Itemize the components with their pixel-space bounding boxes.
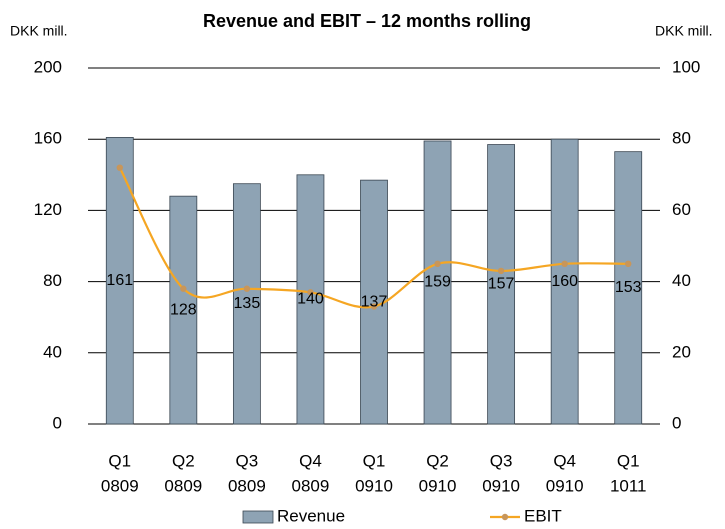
- data-label: 137: [361, 293, 388, 310]
- marker: [307, 289, 314, 296]
- y2-tick-label: 20: [672, 342, 691, 361]
- y-axis-label: DKK mill.: [10, 23, 68, 39]
- bar: [296, 174, 325, 425]
- marker: [180, 285, 187, 292]
- bar: [232, 183, 261, 425]
- marker: [625, 260, 632, 267]
- marker: [116, 164, 123, 171]
- bar: [614, 151, 643, 425]
- x-tick-label: 0809: [292, 476, 330, 495]
- x-tick-label: Q3: [490, 451, 513, 470]
- x-tick-label: 0910: [419, 476, 457, 495]
- x-tick-label: 0910: [482, 476, 520, 495]
- data-label: 140: [297, 291, 324, 308]
- y2-tick-label: 80: [672, 129, 691, 148]
- marker: [243, 285, 251, 292]
- x-tick-label: Q4: [299, 451, 322, 470]
- data-label: 153: [615, 279, 642, 296]
- x-tick-label: Q1: [617, 451, 640, 470]
- legend-swatch: [242, 510, 274, 524]
- chart-title: Revenue and EBIT – 12 months rolling: [203, 11, 531, 31]
- x-tick-label: 0809: [101, 476, 139, 495]
- data-label: 135: [234, 295, 261, 312]
- x-tick-label: 0910: [546, 476, 584, 495]
- y-tick-label: 120: [34, 200, 62, 219]
- legend-label: EBIT: [524, 506, 562, 525]
- data-label: 159: [424, 274, 451, 291]
- y2-tick-label: 0: [672, 413, 681, 432]
- y-tick-label: 200: [34, 57, 62, 76]
- data-label: 128: [170, 301, 197, 318]
- x-tick-label: 0809: [164, 476, 202, 495]
- x-tick-label: 0910: [355, 476, 393, 495]
- y2-tick-label: 60: [672, 200, 691, 219]
- y2-tick-label: 100: [672, 57, 700, 76]
- y-tick-label: 40: [43, 342, 62, 361]
- x-tick-label: Q2: [426, 451, 449, 470]
- marker: [370, 303, 378, 310]
- y2-tick-label: 40: [672, 271, 691, 290]
- y2-axis-label: DKK mill.: [655, 23, 713, 39]
- y-tick-label: 80: [43, 271, 62, 290]
- bar: [169, 195, 198, 425]
- marker: [497, 267, 505, 275]
- legend-marker: [501, 513, 509, 521]
- data-label: 161: [106, 272, 133, 289]
- x-tick-label: Q1: [108, 451, 131, 470]
- x-tick-label: Q1: [363, 451, 386, 470]
- x-tick-label: 1011: [610, 476, 647, 495]
- x-tick-label: 0809: [228, 476, 266, 495]
- y-tick-label: 0: [53, 413, 62, 432]
- data-label: 160: [551, 273, 578, 290]
- marker: [561, 260, 568, 267]
- bar: [487, 144, 516, 425]
- marker: [434, 260, 441, 267]
- x-tick-label: Q3: [236, 451, 259, 470]
- data-label: 157: [488, 275, 515, 292]
- x-tick-label: Q4: [553, 451, 576, 470]
- bar: [550, 138, 579, 425]
- bar: [423, 140, 452, 425]
- x-tick-label: Q2: [172, 451, 195, 470]
- y-tick-label: 160: [34, 129, 62, 148]
- legend-label: Revenue: [277, 506, 345, 525]
